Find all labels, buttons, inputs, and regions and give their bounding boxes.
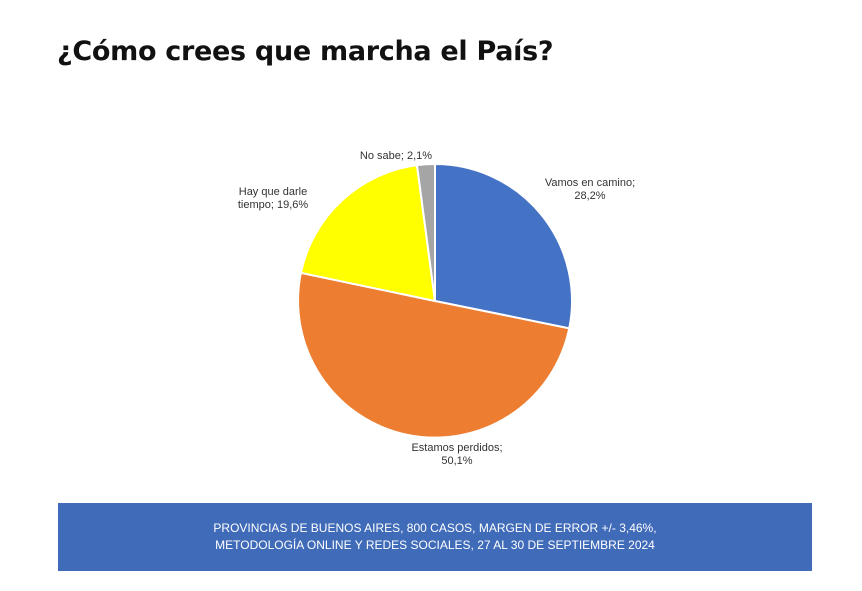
- pie-slice-vamos-en-camino: [434, 162, 573, 330]
- slice-label-no-sabe: No sabe; 2,1%: [360, 150, 432, 162]
- slice-label-hay-que-darle-tiempo: Hay que darle tiempo; 19,6%: [238, 186, 309, 211]
- pie-slice-no-sabe: [415, 162, 436, 302]
- pie-slice-hay-que-darle-tiempo: [299, 164, 437, 303]
- slice-label-vamos-en-camino: Vamos en camino; 28,2%: [545, 177, 635, 202]
- pie-slice-estamos-perdidos: [297, 271, 571, 439]
- pie-chart: Vamos en camino; 28,2% Estamos perdidos; 50…: [238, 150, 635, 467]
- footer-line-1: PROVINCIAS DE BUENOS AIRES, 800 CASOS, M…: [213, 521, 657, 535]
- methodology-footer: PROVINCIAS DE BUENOS AIRES, 800 CASOS, M…: [58, 503, 812, 571]
- chart-title: ¿Cómo crees que marcha el País?: [57, 36, 554, 67]
- footer-line-2: METODOLOGÍA ONLINE Y REDES SOCIALES, 27 …: [215, 538, 655, 552]
- slice-label-estamos-perdidos: Estamos perdidos; 50,1%: [411, 442, 502, 467]
